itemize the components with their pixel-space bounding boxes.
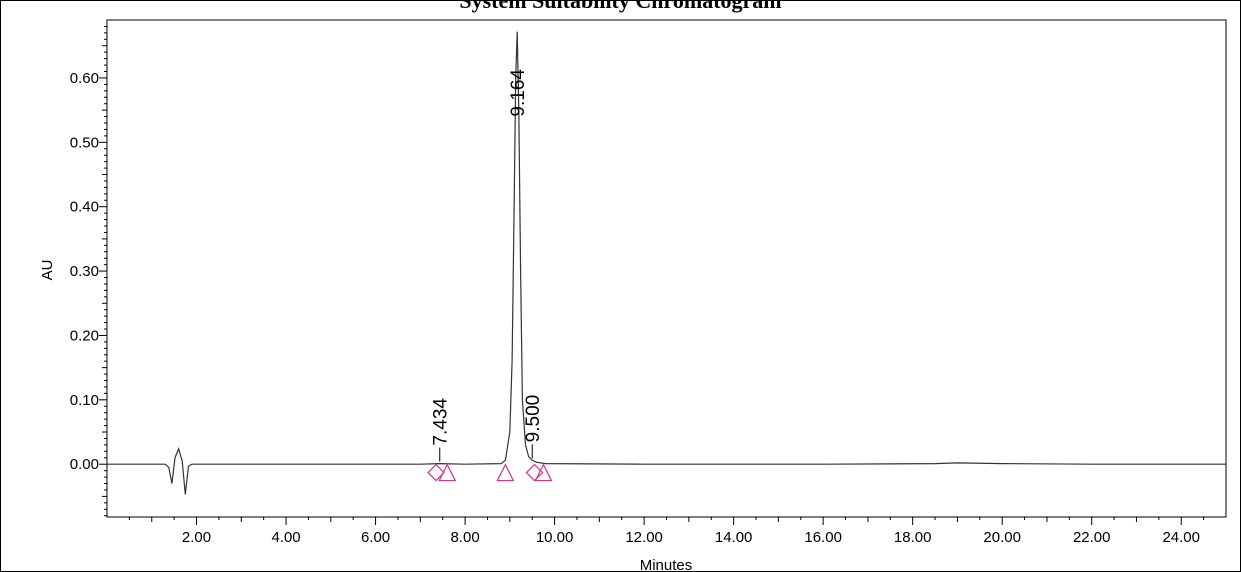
x-tick-label: 10.00 <box>536 529 574 546</box>
chart-title: System Suitability Chromatogram <box>459 0 782 13</box>
x-tick-label: 20.00 <box>983 529 1021 546</box>
y-tick-label: 0.10 <box>70 392 99 409</box>
y-tick-label: 0.00 <box>70 456 99 473</box>
peak-end-marker <box>534 463 553 482</box>
x-tick-label: 4.00 <box>271 529 300 546</box>
y-tick-label: 0.60 <box>70 70 99 87</box>
x-tick-label: 18.00 <box>894 529 932 546</box>
y-tick-label: 0.20 <box>70 327 99 344</box>
x-tick-label: 2.00 <box>182 529 211 546</box>
peak-retention-label: 7.434 <box>431 398 452 446</box>
x-tick-label: 8.00 <box>450 529 479 546</box>
y-axis-label: AU <box>39 260 56 281</box>
x-tick-label: 22.00 <box>1073 529 1111 546</box>
x-tick-label: 14.00 <box>715 529 753 546</box>
peak-retention-label: 9.500 <box>523 395 544 443</box>
plot-area <box>106 19 1227 518</box>
peak-end-marker <box>438 463 457 482</box>
x-tick-label: 12.00 <box>625 529 663 546</box>
y-tick-label: 0.40 <box>70 199 99 216</box>
x-tick-label: 16.00 <box>804 529 842 546</box>
peak-retention-label: 9.164 <box>508 69 529 117</box>
x-tick-label: 6.00 <box>361 529 390 546</box>
y-tick-label: 0.30 <box>70 263 99 280</box>
peak-end-marker <box>496 463 515 482</box>
y-tick-label: 0.50 <box>70 134 99 151</box>
x-axis-label: Minutes <box>640 557 693 572</box>
peak-start-marker <box>525 463 544 482</box>
chromatogram-trace <box>107 31 1226 495</box>
x-tick-label: 24.00 <box>1162 529 1200 546</box>
peak-start-marker <box>427 463 445 482</box>
